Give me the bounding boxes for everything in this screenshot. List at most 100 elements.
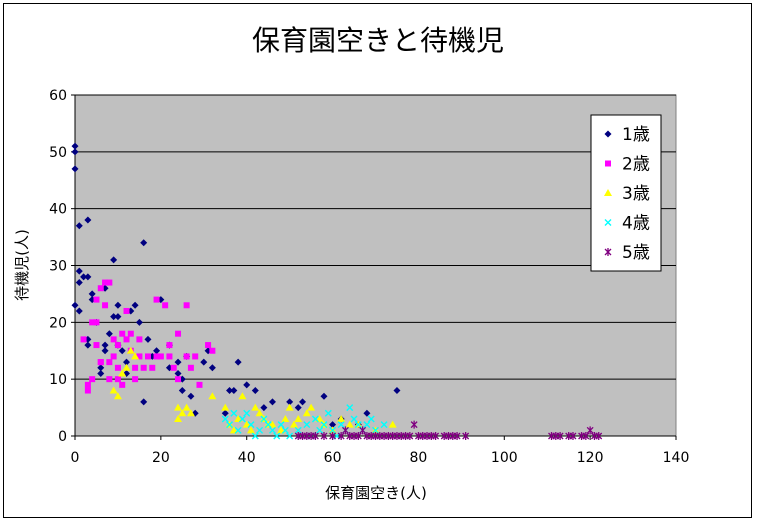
data-point <box>186 409 195 417</box>
data-point <box>123 307 130 314</box>
data-point <box>324 409 332 417</box>
legend-marker <box>604 219 612 226</box>
data-point <box>268 426 276 434</box>
data-point <box>393 387 401 395</box>
data-point <box>170 364 177 371</box>
data-point <box>337 421 345 429</box>
data-point <box>102 279 109 286</box>
data-point <box>238 392 247 400</box>
data-point <box>230 409 238 417</box>
data-point <box>97 359 104 366</box>
data-point <box>109 386 118 394</box>
data-point <box>453 432 461 440</box>
data-point <box>264 421 272 429</box>
data-point <box>192 353 199 360</box>
data-point <box>118 347 126 355</box>
data-point <box>273 432 281 440</box>
y-tick-label: 0 <box>58 429 67 445</box>
data-point <box>84 387 91 394</box>
data-point <box>140 239 148 247</box>
data-point <box>123 336 130 343</box>
data-point <box>114 342 121 349</box>
legend-entry: 1歳 <box>622 125 650 145</box>
data-point <box>268 420 277 428</box>
data-point <box>251 432 259 440</box>
legend-entry: 5歳 <box>622 243 650 263</box>
data-point <box>136 353 143 360</box>
data-point <box>88 290 96 298</box>
data-point <box>118 369 127 377</box>
data-point <box>75 307 83 315</box>
data-point <box>140 364 147 371</box>
x-tick-label: 80 <box>410 450 428 466</box>
data-point <box>132 364 139 371</box>
data-point <box>406 432 414 440</box>
data-point <box>84 381 91 388</box>
data-point <box>556 432 564 440</box>
data-point <box>75 267 83 275</box>
x-tick-label: 20 <box>152 450 170 466</box>
legend-marker <box>604 248 612 256</box>
legend-entry: 4歳 <box>622 214 650 234</box>
data-point <box>105 330 113 338</box>
data-point <box>183 353 190 360</box>
data-point <box>110 313 118 321</box>
data-point <box>131 301 139 309</box>
data-point <box>119 330 126 337</box>
data-point <box>294 414 303 422</box>
data-point <box>311 432 319 440</box>
data-point <box>153 296 160 303</box>
data-point <box>114 301 122 309</box>
data-point <box>311 415 319 423</box>
data-point <box>106 359 113 366</box>
data-point <box>221 409 229 417</box>
chart-title: 保育園空きと待機児 <box>252 24 504 57</box>
legend-marker <box>604 130 612 138</box>
data-point <box>89 376 96 383</box>
data-point <box>89 319 96 326</box>
data-point <box>329 426 337 434</box>
data-point <box>316 426 324 434</box>
data-point <box>93 342 100 349</box>
data-point <box>363 421 371 429</box>
data-point <box>144 335 152 343</box>
data-point <box>174 403 183 411</box>
x-tick-label: 140 <box>663 450 690 466</box>
data-point <box>285 403 294 411</box>
data-point <box>80 336 87 343</box>
data-point <box>289 420 298 428</box>
data-point <box>315 414 324 422</box>
data-point <box>307 403 316 411</box>
data-point <box>209 347 216 354</box>
data-point <box>354 421 362 429</box>
data-point <box>320 392 328 400</box>
data-point <box>260 404 268 412</box>
data-point <box>569 432 577 440</box>
legend-marker <box>604 189 612 196</box>
data-point <box>226 387 234 395</box>
data-point <box>286 398 294 406</box>
data-point <box>341 426 349 435</box>
data-point <box>286 432 294 440</box>
data-point <box>84 273 92 281</box>
data-point <box>346 404 354 412</box>
data-point <box>595 432 603 440</box>
data-point <box>359 426 367 435</box>
data-point <box>255 409 264 417</box>
data-point <box>75 279 83 287</box>
data-point <box>350 415 358 423</box>
data-point <box>256 426 264 434</box>
data-point <box>281 414 290 422</box>
data-point <box>281 426 289 434</box>
data-point <box>208 392 217 400</box>
data-point <box>113 392 122 400</box>
data-point <box>174 369 182 377</box>
data-point <box>432 432 440 440</box>
data-point <box>127 330 134 337</box>
data-point <box>153 347 161 355</box>
data-point <box>114 313 122 321</box>
data-point <box>110 353 117 360</box>
y-axis-label: 待機児(人) <box>13 229 31 301</box>
data-point <box>97 285 104 292</box>
